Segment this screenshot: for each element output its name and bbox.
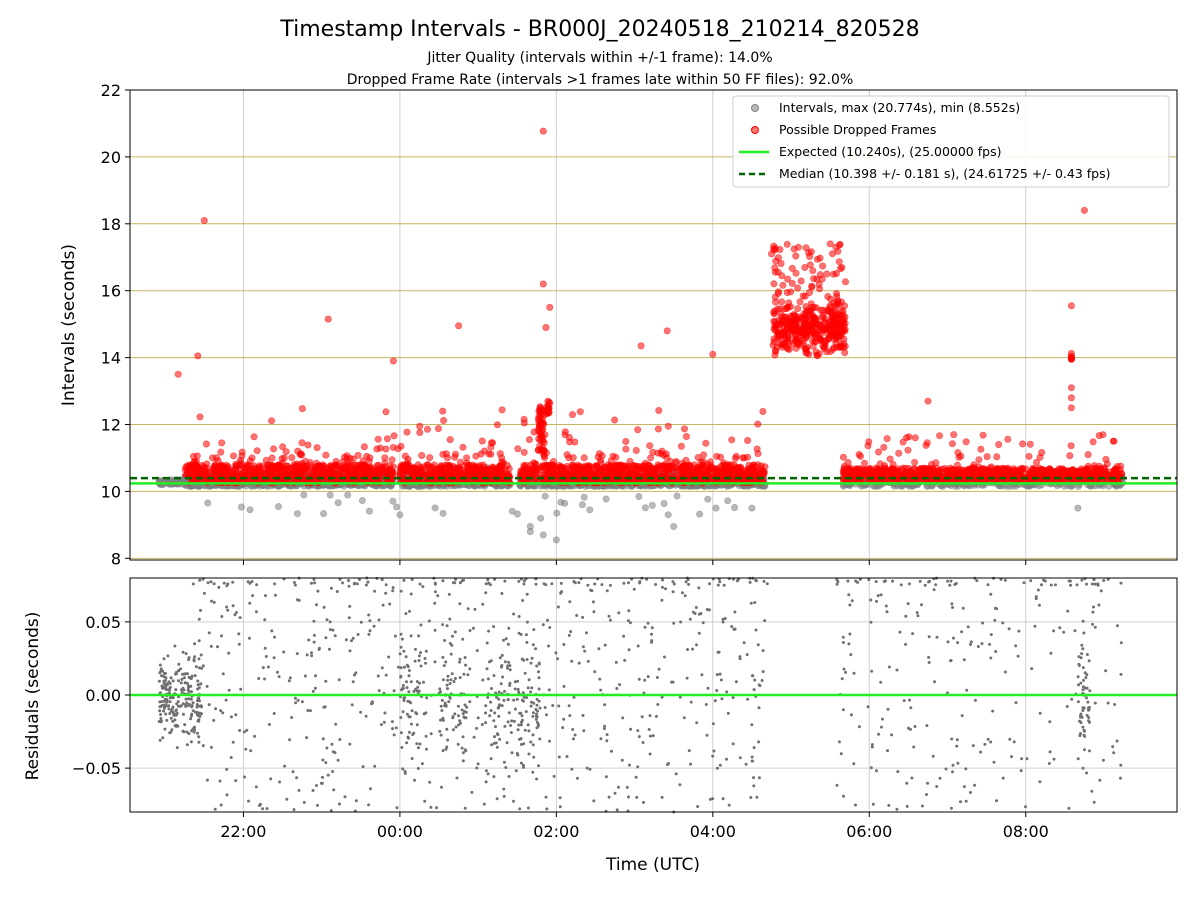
dropped-frame-point bbox=[692, 471, 700, 479]
dropped-frame-point bbox=[338, 469, 346, 477]
dropped-frame-point bbox=[306, 462, 314, 470]
dropped-frame-point bbox=[348, 470, 356, 478]
dropped-frame-point bbox=[314, 467, 322, 475]
dropped-frame-point bbox=[621, 462, 629, 470]
dropped-frame-point bbox=[720, 464, 728, 472]
dropped-frame-point bbox=[621, 469, 629, 477]
dropped-frame-point bbox=[477, 466, 485, 474]
dropped-frame-point bbox=[839, 453, 847, 461]
dropped-frame-point bbox=[190, 452, 198, 460]
dropped-frame-point bbox=[210, 464, 218, 472]
dropped-frame-point bbox=[256, 463, 264, 471]
chart-subtitle-jitter: Jitter Quality (intervals within +/-1 fr… bbox=[426, 50, 772, 66]
chart-subtitle-dropped: Dropped Frame Rate (intervals >1 frames … bbox=[347, 72, 854, 88]
dropped-frame-point bbox=[385, 467, 393, 475]
dropped-frame-point bbox=[248, 454, 256, 462]
dropped-frame-point bbox=[430, 461, 438, 469]
dropped-frame-point bbox=[298, 467, 306, 475]
dropped-frame-point bbox=[264, 465, 272, 473]
dropped-frame-point bbox=[503, 461, 511, 469]
dropped-frame-point bbox=[708, 464, 716, 472]
dropped-frame-point bbox=[604, 461, 612, 469]
dropped-frame-point bbox=[757, 469, 765, 477]
dropped-frame-point bbox=[664, 465, 672, 473]
dropped-frame-point bbox=[203, 460, 211, 468]
dropped-frame-point bbox=[373, 462, 381, 470]
dropped-frame-point bbox=[230, 452, 238, 460]
dropped-frame-point bbox=[571, 463, 579, 471]
dropped-frame-point bbox=[646, 462, 654, 470]
dropped-frame-point bbox=[680, 470, 688, 478]
dropped-frame-point bbox=[185, 466, 193, 474]
dropped-frame-point bbox=[753, 445, 761, 453]
dropped-frame-point bbox=[332, 461, 340, 469]
dropped-frame-point bbox=[426, 454, 434, 462]
dropped-frame-point bbox=[993, 453, 1001, 461]
dropped-frame-point bbox=[483, 465, 491, 473]
dropped-frame-point bbox=[276, 467, 284, 475]
dropped-frame-point bbox=[219, 462, 227, 470]
dropped-frame-point bbox=[586, 469, 594, 477]
dropped-frame-point bbox=[572, 470, 580, 478]
dropped-frame-point bbox=[403, 462, 411, 470]
dropped-frame-point bbox=[611, 462, 619, 470]
dropped-frame-point bbox=[439, 468, 447, 476]
dropped-frame-point bbox=[551, 464, 559, 472]
dropped-frame-point bbox=[732, 452, 740, 460]
dropped-frame-point bbox=[520, 461, 528, 469]
dropped-frame-point bbox=[382, 445, 390, 453]
dropped-frame-point bbox=[983, 453, 991, 461]
dropped-frame-point bbox=[322, 451, 330, 459]
dropped-frame-point bbox=[520, 448, 528, 456]
dropped-frame-point bbox=[287, 464, 295, 472]
dropped-frame-point bbox=[241, 464, 249, 472]
dropped-frame-point bbox=[388, 456, 396, 464]
dropped-frame-point bbox=[298, 459, 306, 467]
dropped-frame-point bbox=[975, 456, 983, 464]
dropped-frame-point bbox=[703, 470, 711, 478]
dropped-frame-point bbox=[730, 461, 738, 469]
dropped-frame-point bbox=[356, 465, 364, 473]
dropped-frame-point bbox=[677, 463, 685, 471]
dropped-frame-point bbox=[731, 468, 739, 476]
dropped-frame-point bbox=[423, 461, 431, 469]
dropped-frame-point bbox=[597, 465, 605, 473]
dropped-frame-point bbox=[424, 470, 432, 478]
dropped-frame-point bbox=[654, 466, 662, 474]
dropped-frame-point bbox=[250, 468, 258, 476]
dropped-frame-point bbox=[455, 470, 463, 478]
dropped-frame-point bbox=[537, 466, 545, 474]
dropped-frame-point bbox=[860, 459, 868, 467]
dropped-frame-point bbox=[627, 464, 635, 472]
chart-title: Timestamp Intervals - BR000J_20240518_21… bbox=[279, 17, 919, 42]
dropped-frame-point bbox=[231, 464, 239, 472]
dropped-frame-point bbox=[596, 456, 604, 464]
dropped-frame-point bbox=[217, 448, 225, 456]
dropped-frame-point bbox=[262, 456, 270, 464]
dropped-frame-point bbox=[495, 462, 503, 470]
dropped-frame-point bbox=[741, 470, 749, 478]
dropped-frame-point bbox=[446, 463, 454, 471]
dropped-frame-point bbox=[328, 468, 336, 476]
dropped-frame-point bbox=[373, 470, 381, 478]
dropped-frame-point bbox=[201, 468, 209, 476]
dropped-frame-point bbox=[396, 470, 404, 478]
dropped-frame-point bbox=[367, 463, 375, 471]
